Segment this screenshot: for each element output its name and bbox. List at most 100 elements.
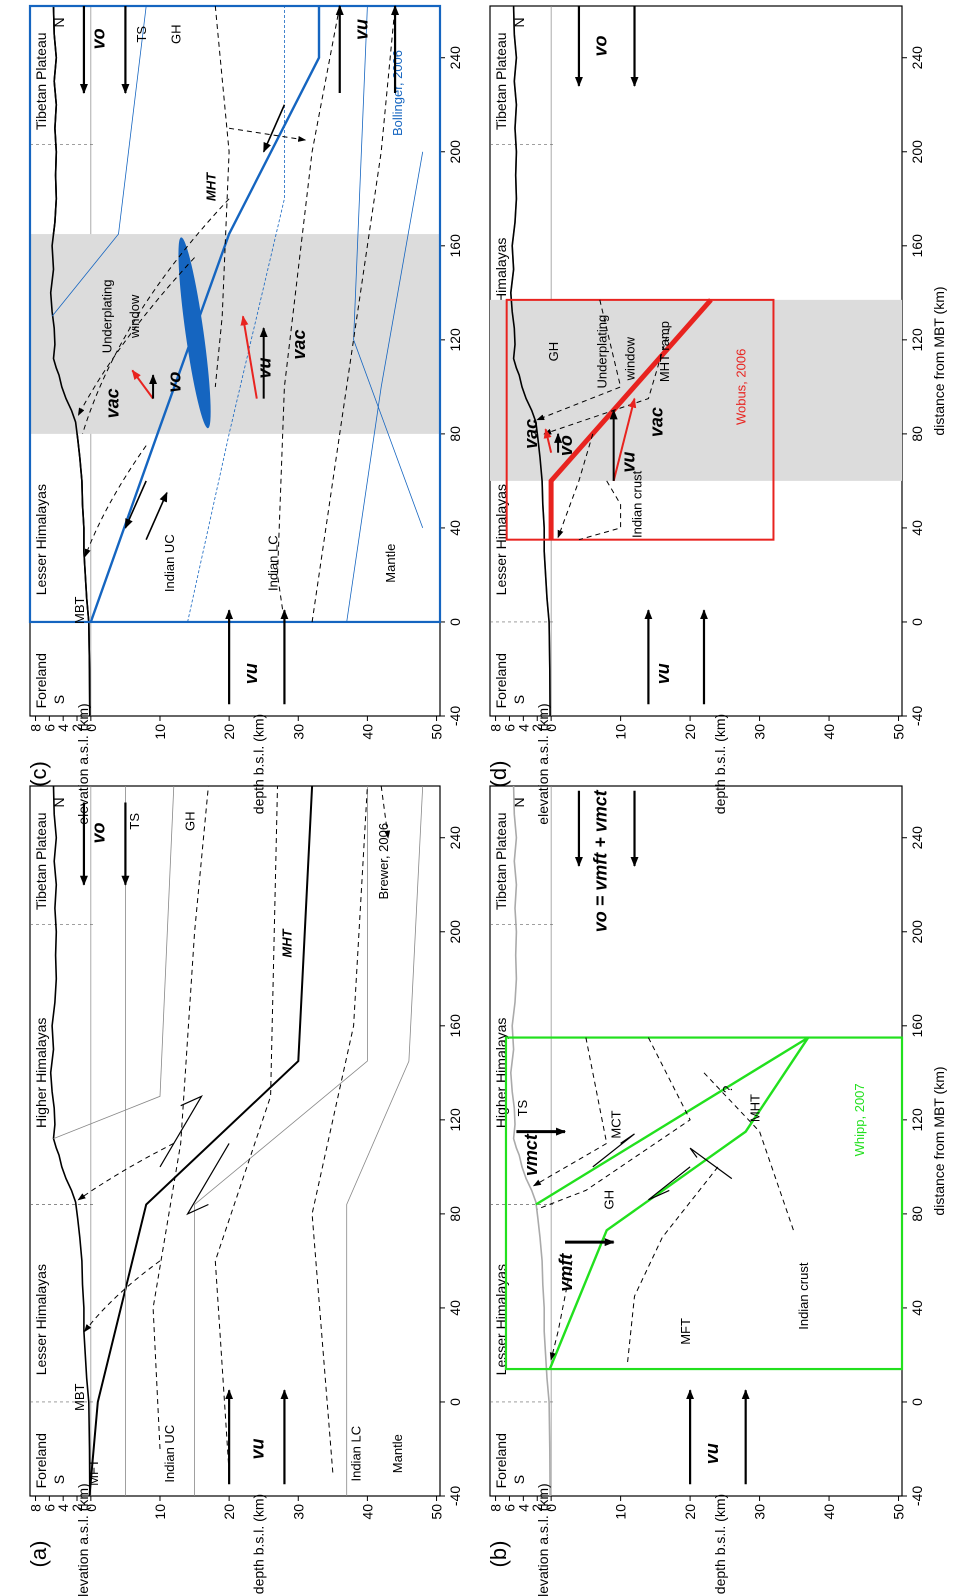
label-question: ? <box>720 1086 735 1093</box>
panel-id: (b) <box>486 1541 511 1568</box>
label-window: window <box>127 294 142 339</box>
particle-path <box>276 5 341 623</box>
label-gh: GH <box>546 342 561 362</box>
shear-half-arrow <box>159 1094 203 1168</box>
elevation-tick: 6 <box>41 1504 57 1512</box>
label-vu-inner: vu <box>619 452 639 473</box>
elevation-tick: 4 <box>515 724 531 732</box>
region-label-2: Higher Himalayas <box>33 1018 49 1128</box>
elevation-tick: 4 <box>55 724 71 732</box>
region-label-1: Lesser Himalayas <box>33 484 49 595</box>
distance-tick: 240 <box>447 826 463 850</box>
label-vu-right: vu <box>351 19 371 40</box>
elevation-axis-label: elevation a.s.l. (km) <box>75 703 91 824</box>
distance-tick: 160 <box>909 1014 925 1038</box>
label-vac-inner: vac <box>289 330 309 360</box>
label-vac-inner: vac <box>646 407 666 437</box>
particle-path <box>536 299 622 421</box>
depth-tick: 10 <box>613 1504 629 1520</box>
label-mct: MCT <box>609 1110 624 1138</box>
particle-path <box>627 1166 719 1363</box>
depth-tick: 10 <box>152 1504 168 1520</box>
particle-path <box>578 480 622 541</box>
distance-tick: 40 <box>909 1300 925 1316</box>
elevation-tick: 8 <box>488 1504 504 1512</box>
distance-tick: 160 <box>909 234 925 258</box>
lc-mantle-boundary <box>346 151 424 623</box>
label-vu: vu <box>241 663 261 684</box>
label-ref: Brewer, 2006 <box>376 823 391 900</box>
distance-tick: 80 <box>447 426 463 442</box>
distance-tick: 120 <box>909 328 925 352</box>
depth-tick: 50 <box>429 724 445 740</box>
shear-half-arrow <box>186 1143 230 1216</box>
distance-tick: -40 <box>447 1486 463 1506</box>
elevation-tick: 8 <box>488 724 504 732</box>
wobus-box <box>505 298 775 541</box>
label-mft: MFT <box>678 1318 693 1345</box>
region-label-3: Tibetan Plateau <box>33 812 49 910</box>
distance-axis-label: distance from MBT (km) <box>931 1066 947 1215</box>
lower-boundary <box>353 5 424 529</box>
topography-line <box>49 785 91 1497</box>
label-vu: vu <box>248 1438 268 1459</box>
label-vo-equation: vo = vmft + vmct <box>591 789 611 932</box>
elevation-tick: 4 <box>515 1504 531 1512</box>
label-mantle: Mantle <box>390 1434 405 1473</box>
depth-tick: 40 <box>359 1504 375 1520</box>
label-underplating: Underplating <box>595 315 610 389</box>
elevation-tick: 6 <box>501 724 517 732</box>
depth-axis-label: depth b.s.l. (km) <box>712 1494 728 1594</box>
particle-path <box>214 5 230 387</box>
depth-tick: 20 <box>221 1504 237 1520</box>
label-mft: MFT <box>86 1459 101 1486</box>
shear-arrow <box>124 480 147 529</box>
south-label: S <box>511 695 527 704</box>
mht-line <box>89 6 321 623</box>
exhumation-path <box>84 1260 161 1333</box>
panel-id: (a) <box>26 1541 51 1568</box>
panel-a: Foreland Lesser Himalayas Higher Himalayas… <box>26 785 463 1596</box>
uc-lc-boundary <box>194 786 368 1496</box>
label-vmft: vmft <box>556 1253 576 1292</box>
label-indian-lc: Indian LC <box>348 1426 363 1482</box>
distance-tick: -40 <box>909 1486 925 1506</box>
distance-tick: 240 <box>447 46 463 70</box>
label-mht-ramp: MHT ramp <box>657 321 672 382</box>
distance-tick: 120 <box>447 328 463 352</box>
region-label-1: Lesser Himalayas <box>493 484 509 595</box>
distance-tick: 160 <box>447 234 463 258</box>
distance-tick: 240 <box>909 826 925 850</box>
north-label: N <box>51 17 67 27</box>
exhumation-path <box>77 1142 175 1201</box>
region-label-0: Foreland <box>493 653 509 708</box>
depth-tick: 40 <box>359 724 375 740</box>
uc-lc-boundary <box>187 6 285 623</box>
shear-half-arrow <box>648 1166 691 1201</box>
label-vu-inner: vu <box>255 358 275 379</box>
elevation-tick: 6 <box>501 1504 517 1512</box>
label-mht: MHT <box>279 928 294 957</box>
north-label: N <box>51 797 67 807</box>
depth-tick: 40 <box>821 1504 837 1520</box>
depth-tick: 50 <box>891 1504 907 1520</box>
particle-path <box>557 433 594 539</box>
elevation-axis-label: elevation a.s.l. (km) <box>535 1483 551 1596</box>
label-underplating: Underplating <box>100 279 115 353</box>
exhumation-path <box>77 257 195 416</box>
south-label: S <box>511 1475 527 1484</box>
elevation-tick: 4 <box>55 1504 71 1512</box>
lc-mantle-boundary <box>346 785 424 1496</box>
depth-tick: 0 <box>83 724 99 732</box>
particle-path <box>537 1037 691 1210</box>
depth-axis-label: depth b.s.l. (km) <box>251 1494 267 1594</box>
particle-path <box>549 1260 573 1361</box>
south-label: S <box>51 1475 67 1484</box>
distance-tick: -40 <box>909 706 925 726</box>
label-ref: Bollinger, 2006 <box>390 50 405 136</box>
panel-id: (c) <box>26 761 51 787</box>
particle-path <box>532 1037 608 1187</box>
particle-path <box>229 127 307 142</box>
label-indian-crust: Indian crust <box>796 1262 811 1330</box>
